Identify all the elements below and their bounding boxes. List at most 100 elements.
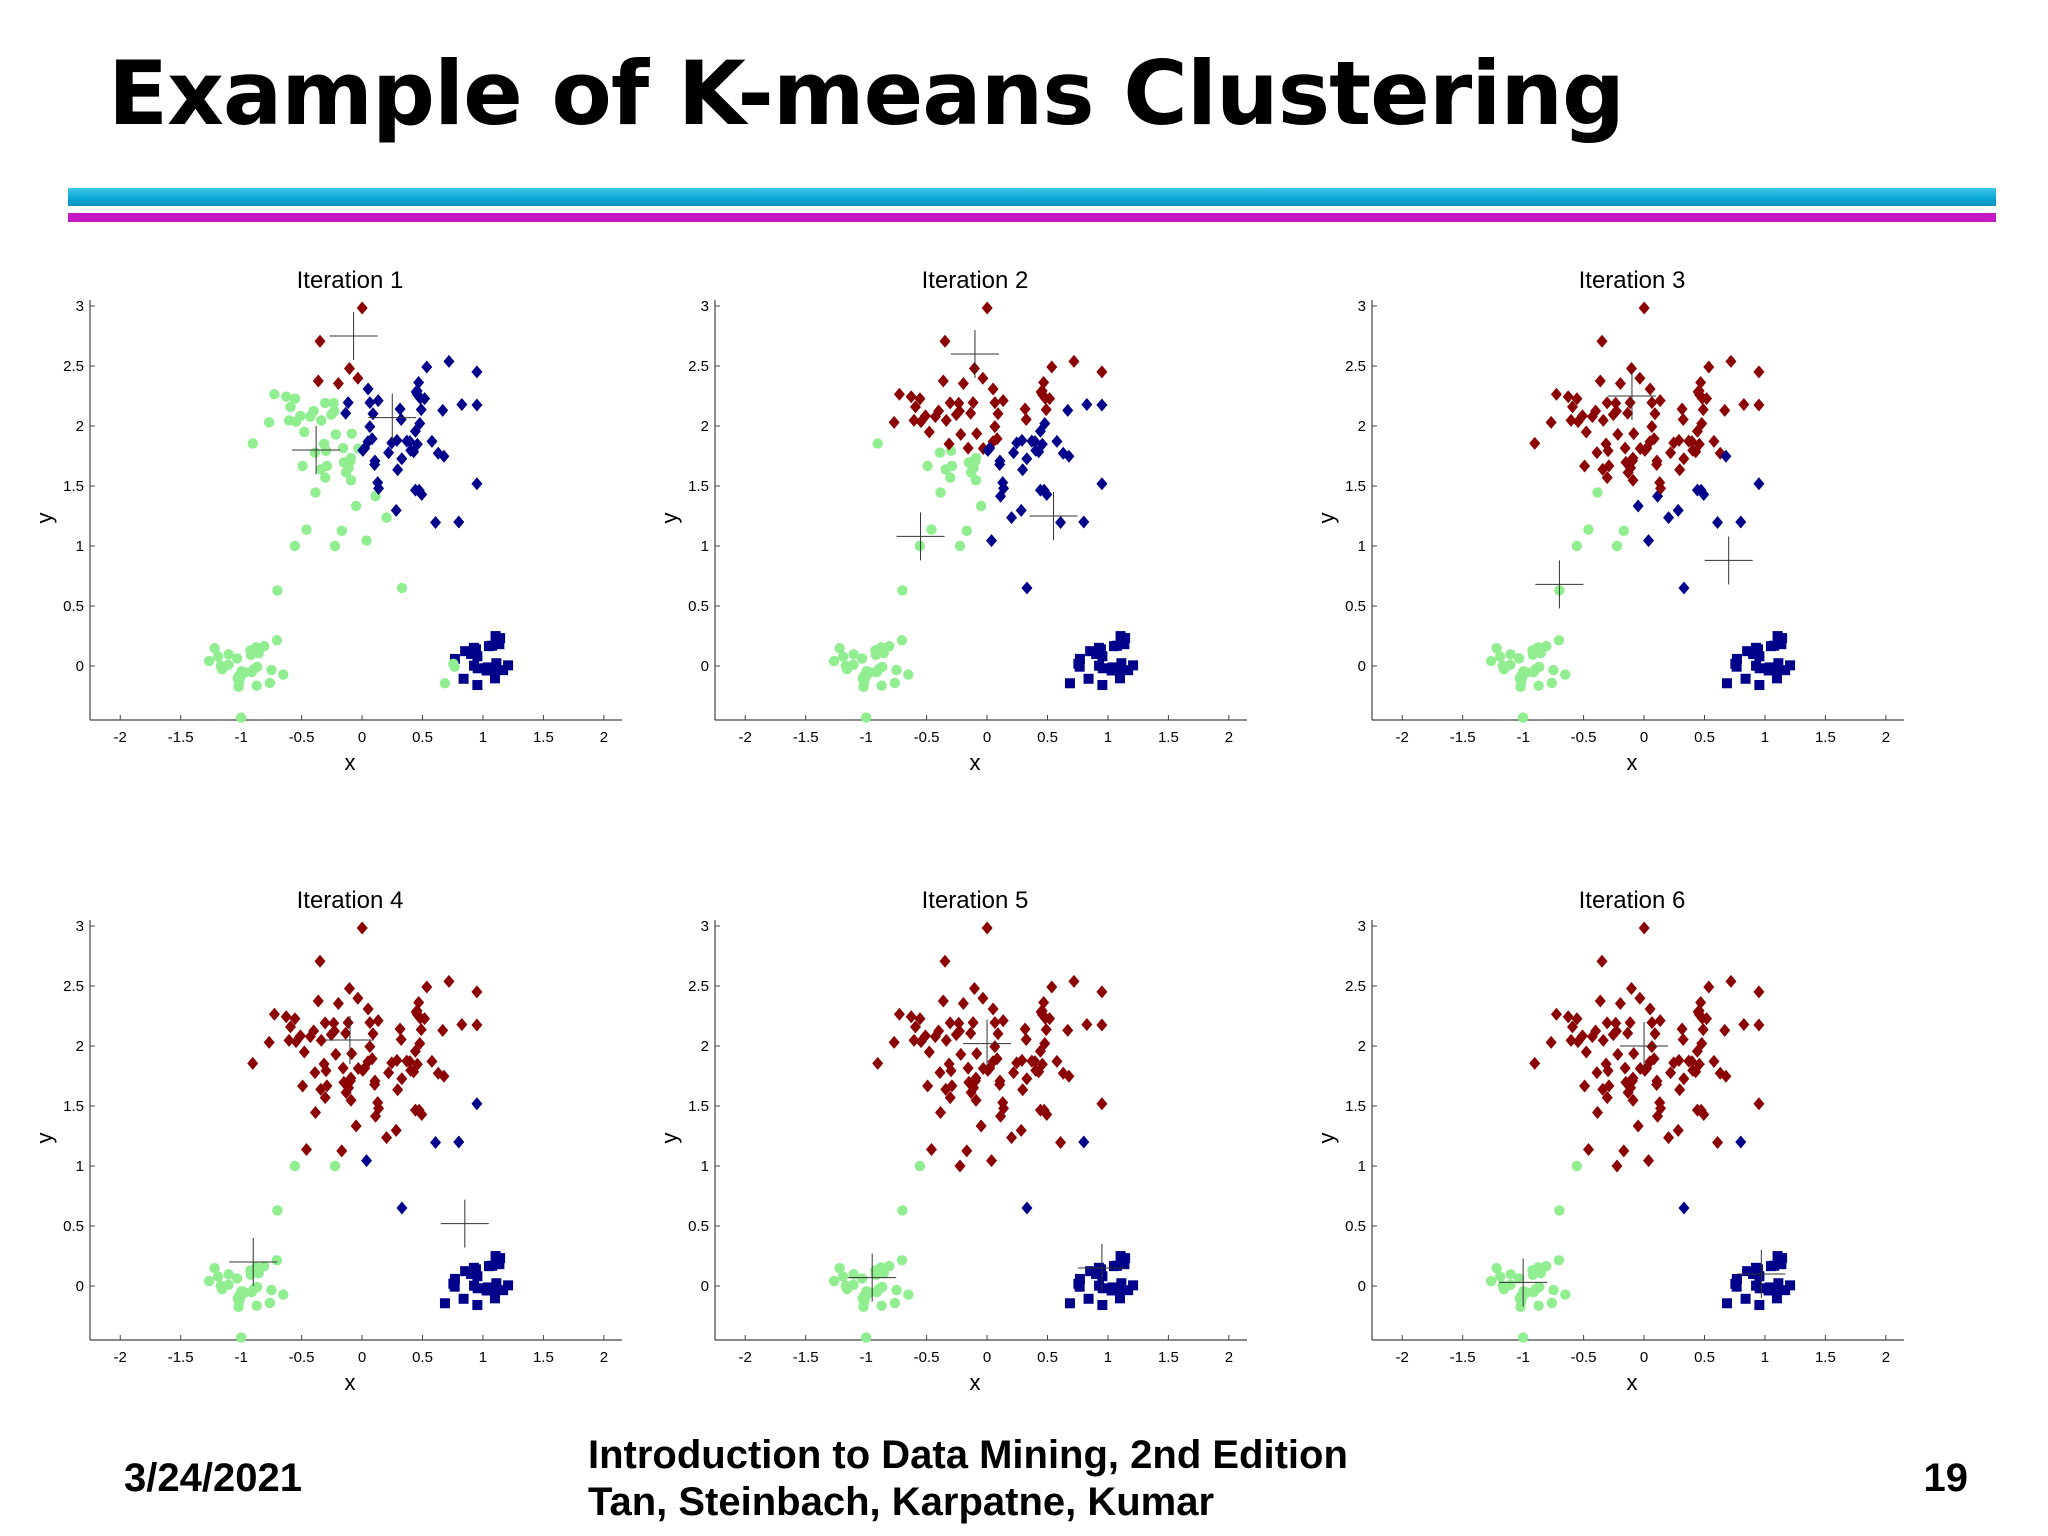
data-point (1663, 1131, 1675, 1145)
data-point (1610, 396, 1622, 410)
data-point (309, 447, 321, 458)
data-point (373, 481, 385, 495)
data-point (310, 1105, 322, 1119)
data-point (1019, 402, 1031, 416)
data-point (954, 1159, 966, 1173)
data-point (994, 1074, 1006, 1088)
data-point (943, 1057, 955, 1071)
data-point (212, 1271, 224, 1282)
data-point (968, 981, 980, 995)
data-point (247, 1056, 259, 1070)
data-point (329, 540, 341, 552)
data-point (1505, 649, 1516, 660)
data-point (1678, 1201, 1690, 1215)
data-point (914, 1160, 926, 1172)
y-axis-label: y (1314, 1133, 1339, 1144)
x-tick-label: 0 (1640, 1349, 1648, 1366)
data-point (975, 1119, 987, 1133)
data-point (1008, 1066, 1020, 1080)
data-point (994, 454, 1006, 468)
data-point (1571, 392, 1583, 406)
data-point (1655, 481, 1667, 495)
data-point (848, 1279, 859, 1291)
data-point (1753, 1097, 1765, 1111)
data-point (1677, 1033, 1689, 1047)
y-tick-label: 2.5 (63, 978, 84, 995)
data-point (359, 1061, 371, 1075)
data-point (962, 1061, 974, 1075)
data-point (1586, 410, 1598, 424)
data-point (1579, 1079, 1591, 1093)
data-point (870, 1265, 881, 1276)
data-point (405, 1063, 417, 1077)
data-point (458, 673, 469, 684)
data-point (395, 1033, 407, 1047)
data-point (235, 1291, 246, 1303)
data-point (1491, 1262, 1502, 1274)
data-point (235, 1332, 247, 1343)
data-point (1641, 441, 1653, 455)
data-point (1546, 1297, 1558, 1309)
data-point (1062, 403, 1074, 417)
data-point (1719, 403, 1731, 417)
data-point (491, 658, 502, 669)
data-point (345, 475, 357, 486)
data-point (860, 1291, 871, 1303)
data-point (944, 1016, 956, 1030)
y-tick-label: 0.5 (1345, 598, 1366, 615)
x-tick-label: 1.5 (1815, 1349, 1836, 1366)
data-point (1703, 980, 1715, 994)
data-point (1529, 436, 1541, 450)
data-point (961, 1144, 973, 1158)
data-point (430, 515, 442, 529)
centroid-marker (329, 312, 378, 360)
data-point (1034, 1044, 1046, 1058)
data-point (471, 985, 483, 999)
data-point (939, 954, 951, 968)
data-point (1545, 415, 1557, 429)
data-point (1691, 1103, 1703, 1117)
data-point (908, 413, 920, 427)
data-point (1485, 655, 1497, 667)
chart-title: Iteration 3 (1579, 267, 1686, 294)
data-point (1554, 1205, 1565, 1216)
data-point (1571, 540, 1583, 552)
data-point (989, 1040, 1001, 1054)
data-point (396, 582, 408, 594)
data-point (272, 585, 283, 596)
data-point (471, 398, 483, 412)
y-tick-label: 2 (76, 418, 84, 435)
data-point (456, 397, 468, 411)
data-point (381, 512, 392, 523)
data-point (367, 407, 379, 421)
data-point (1545, 1035, 1557, 1049)
data-point (957, 377, 969, 391)
data-point (453, 515, 465, 529)
panel-iteration-2: -2 -1.5 -1 -0.5 0 0.5 1 1.5 2 0 0.5 1 1.5 2 2.5 3 Iterat… (657, 267, 1247, 775)
data-point (1020, 413, 1032, 427)
data-point (1055, 515, 1067, 529)
data-point (356, 921, 368, 935)
data-point (884, 1261, 895, 1272)
y-tick-label: 1 (1358, 1158, 1366, 1175)
data-point (498, 665, 509, 676)
data-point (1114, 673, 1125, 684)
data-point (1686, 435, 1698, 449)
x-axis-label: x (970, 1370, 981, 1395)
data-point (891, 1284, 902, 1296)
panel-iteration-1: -2 -1.5 -1 -0.5 0 0.5 1 1.5 2 0 0.5 1 1.5 2 2.5 3 Iterat… (32, 267, 622, 775)
data-point (372, 394, 384, 408)
data-point (940, 1033, 952, 1047)
footer-date: 3/24/2021 (124, 1456, 302, 1500)
data-point (1594, 994, 1606, 1008)
data-point (316, 415, 327, 426)
data-point (997, 394, 1009, 408)
data-point (1618, 1144, 1630, 1158)
data-point (1622, 1026, 1634, 1040)
data-point (992, 1027, 1004, 1041)
data-point (409, 1103, 421, 1117)
data-point (1085, 646, 1096, 657)
data-point (965, 467, 977, 478)
data-point (415, 403, 427, 417)
data-point (321, 1079, 333, 1093)
